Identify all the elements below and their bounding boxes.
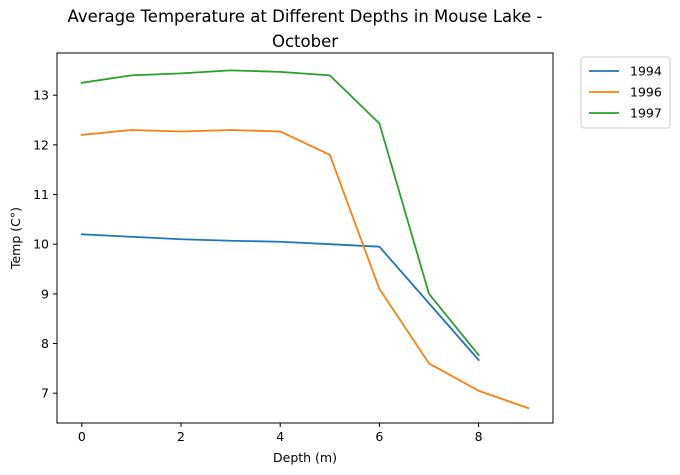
legend-box <box>580 56 671 129</box>
series-line-1997 <box>80 69 480 357</box>
legend: 1994 1996 1997 <box>580 56 671 129</box>
x-tick-label: 2 <box>177 429 185 444</box>
chart-title-line-2: October <box>272 32 338 51</box>
y-tick-label: 12 <box>33 137 49 152</box>
x-tick-label: 8 <box>475 429 483 444</box>
legend-label-1997: 1997 <box>630 106 662 121</box>
legend-label-1996: 1996 <box>630 85 662 100</box>
legend-label-1994: 1994 <box>630 64 662 79</box>
plot-frame <box>56 52 554 424</box>
x-axis-label: Depth (m) <box>273 450 337 465</box>
chart-title-line-1: Average Temperature at Different Depths … <box>68 7 543 26</box>
x-axis-ticks: 0 2 4 6 8 <box>78 423 483 444</box>
y-tick-label: 9 <box>41 286 49 301</box>
y-tick-label: 10 <box>33 237 49 252</box>
y-tick-label: 13 <box>33 88 49 103</box>
x-tick-label: 4 <box>276 429 284 444</box>
y-tick-label: 11 <box>33 187 49 202</box>
x-tick-label: 6 <box>375 429 383 444</box>
y-tick-label: 8 <box>41 336 49 351</box>
plot-lines <box>80 69 530 410</box>
y-tick-label: 7 <box>41 386 49 401</box>
y-axis-ticks: 7 8 9 10 11 12 13 <box>33 88 57 401</box>
y-axis-label: Temp (C°) <box>8 207 23 270</box>
series-line-1994 <box>80 233 480 362</box>
x-tick-label: 0 <box>78 429 86 444</box>
series-line-1996 <box>80 129 530 410</box>
